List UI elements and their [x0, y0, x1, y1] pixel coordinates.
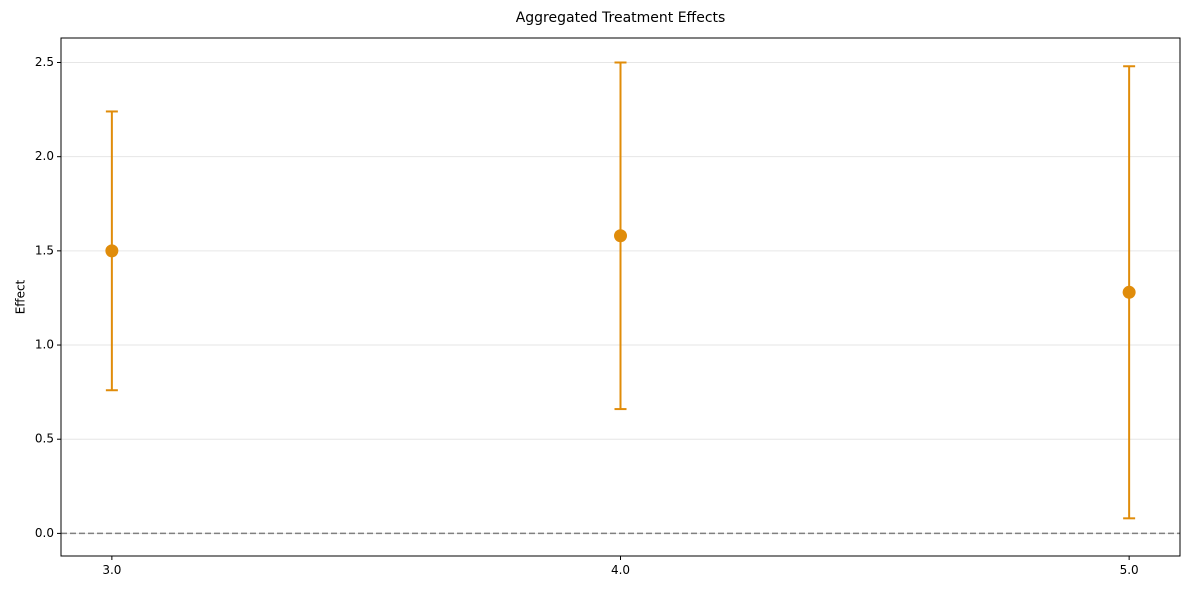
x-tick-label: 5.0 [1120, 563, 1139, 577]
y-tick-label: 1.5 [35, 243, 54, 257]
effect-point [1122, 285, 1136, 299]
y-tick-label: 2.5 [35, 55, 54, 69]
y-tick-label: 0.0 [35, 526, 54, 540]
point-layer [105, 229, 1136, 299]
effect-point [105, 244, 119, 258]
chart-title: Aggregated Treatment Effects [516, 10, 726, 26]
effect-point [614, 229, 627, 243]
y-tick-layer: 0.0 0.5 1.0 1.5 2.0 2.5 [35, 55, 61, 540]
x-tick-label: 4.0 [611, 563, 630, 577]
y-tick-label: 2.0 [35, 149, 54, 163]
y-axis-label: Effect [14, 279, 28, 314]
y-tick-label: 1.0 [35, 338, 54, 352]
y-tick-label: 0.5 [35, 432, 54, 446]
x-tick-label: 3.0 [102, 563, 121, 577]
x-tick-layer: 3.0 4.0 5.0 [102, 556, 1139, 577]
